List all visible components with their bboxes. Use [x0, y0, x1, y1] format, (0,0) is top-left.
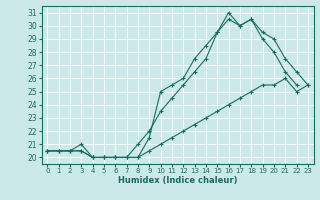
X-axis label: Humidex (Indice chaleur): Humidex (Indice chaleur): [118, 176, 237, 185]
